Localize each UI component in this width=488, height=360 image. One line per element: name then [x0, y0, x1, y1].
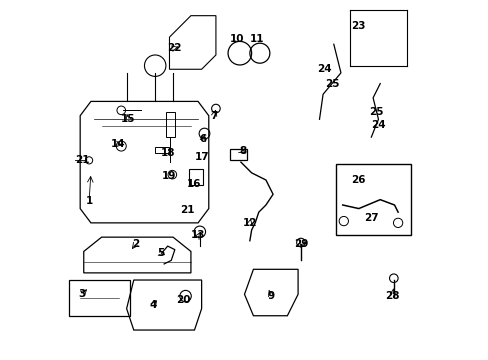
Text: 12: 12 [242, 218, 257, 228]
Text: 11: 11 [249, 34, 264, 44]
Text: 10: 10 [230, 34, 244, 44]
Text: 14: 14 [110, 139, 125, 149]
Bar [165, 112, 175, 137]
Text: 25: 25 [324, 78, 339, 89]
Text: 21: 21 [75, 156, 89, 165]
Text: 28: 28 [385, 291, 399, 301]
Text: 13: 13 [190, 230, 205, 240]
Text: 27: 27 [363, 212, 378, 222]
Text: 4: 4 [149, 300, 157, 310]
Text: 22: 22 [167, 43, 182, 53]
Text: 17: 17 [194, 152, 208, 162]
Text: 7: 7 [210, 111, 217, 121]
Text: 15: 15 [121, 114, 135, 124]
Bar [155, 147, 168, 153]
Text: 9: 9 [267, 291, 274, 301]
Bar [230, 149, 247, 160]
Text: 23: 23 [351, 21, 366, 31]
Text: 18: 18 [160, 148, 175, 158]
Text: 3: 3 [78, 289, 85, 299]
Text: 2: 2 [132, 239, 139, 249]
Text: 26: 26 [351, 175, 366, 185]
Bar [189, 169, 203, 185]
Text: 8: 8 [239, 147, 246, 157]
Text: 19: 19 [162, 171, 176, 181]
Text: 24: 24 [317, 64, 331, 74]
Text: 16: 16 [187, 179, 202, 189]
Text: 21: 21 [180, 205, 194, 215]
Text: 29: 29 [294, 239, 308, 249]
Bar [335, 164, 410, 235]
Text: 5: 5 [157, 248, 164, 258]
Text: 6: 6 [200, 134, 206, 144]
Text: 1: 1 [85, 197, 93, 206]
Text: 24: 24 [370, 120, 385, 130]
Text: 20: 20 [176, 295, 191, 305]
Text: 25: 25 [368, 107, 383, 117]
